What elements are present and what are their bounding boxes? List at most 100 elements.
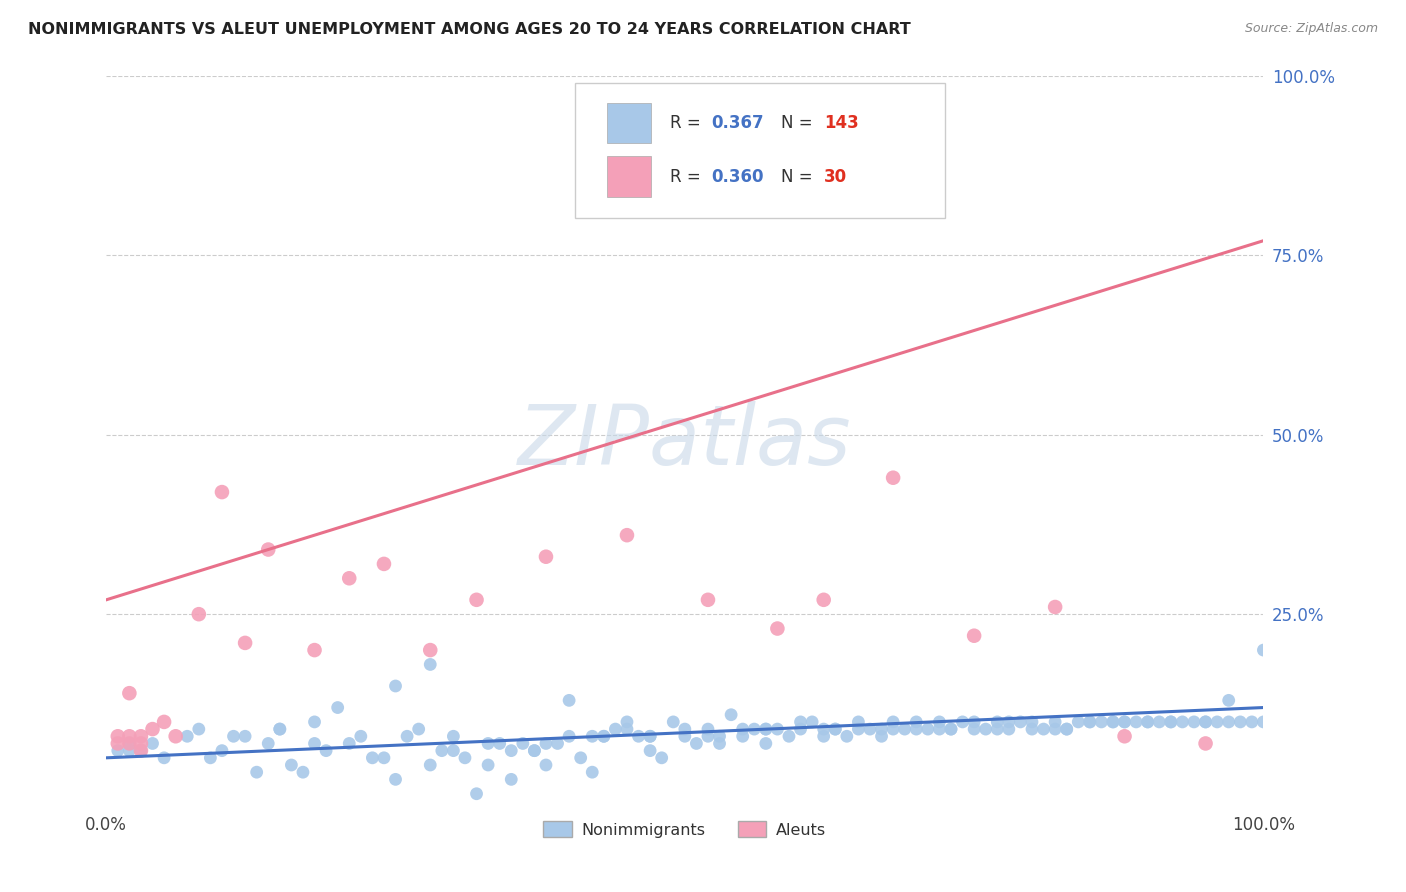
Point: [1021, 722, 1043, 736]
Point: [1078, 714, 1101, 729]
Point: [998, 722, 1021, 736]
Point: [939, 722, 962, 736]
Bar: [607, 103, 651, 144]
Point: [1160, 714, 1182, 729]
Point: [396, 729, 419, 743]
Point: [1136, 714, 1159, 729]
Text: N =: N =: [780, 168, 818, 186]
Point: [1010, 714, 1032, 729]
Point: [592, 729, 614, 743]
Point: [905, 722, 928, 736]
Point: [605, 722, 627, 736]
Point: [709, 736, 731, 750]
Point: [211, 485, 233, 500]
Point: [720, 707, 742, 722]
Point: [755, 736, 778, 750]
Point: [304, 643, 326, 657]
Point: [1240, 714, 1263, 729]
Point: [291, 765, 314, 780]
Point: [1102, 714, 1125, 729]
Point: [512, 736, 534, 750]
Point: [1218, 714, 1240, 729]
Point: [1043, 599, 1066, 614]
Point: [118, 686, 141, 700]
Point: [477, 736, 499, 750]
Point: [963, 629, 986, 643]
Point: [1056, 722, 1078, 736]
Point: [766, 622, 789, 636]
Point: [141, 736, 163, 750]
Point: [1090, 714, 1112, 729]
Point: [304, 736, 326, 750]
Text: Source: ZipAtlas.com: Source: ZipAtlas.com: [1244, 22, 1378, 36]
Point: [651, 751, 673, 765]
Point: [419, 643, 441, 657]
Point: [928, 722, 950, 736]
Point: [1102, 714, 1125, 729]
Point: [1253, 714, 1275, 729]
Point: [848, 722, 870, 736]
Point: [304, 714, 326, 729]
Point: [558, 693, 581, 707]
Point: [813, 592, 835, 607]
Point: [1114, 714, 1136, 729]
Point: [441, 744, 464, 758]
Point: [813, 722, 835, 736]
Text: N =: N =: [780, 114, 818, 132]
Point: [547, 736, 569, 750]
Bar: [607, 156, 651, 197]
Point: [1043, 714, 1066, 729]
Point: [233, 729, 256, 743]
Point: [246, 765, 269, 780]
Point: [1206, 714, 1229, 729]
Point: [269, 722, 291, 736]
Point: [337, 571, 360, 585]
Point: [187, 607, 209, 622]
Point: [824, 722, 846, 736]
Point: [501, 772, 523, 787]
Point: [454, 751, 477, 765]
Point: [1171, 714, 1194, 729]
Point: [337, 736, 360, 750]
Point: [848, 714, 870, 729]
Text: 0.367: 0.367: [711, 114, 763, 132]
Point: [118, 744, 141, 758]
Point: [1194, 714, 1216, 729]
Point: [430, 744, 453, 758]
Point: [129, 744, 152, 758]
Point: [373, 557, 395, 571]
Point: [986, 714, 1008, 729]
Point: [501, 744, 523, 758]
Point: [1114, 714, 1136, 729]
Point: [801, 714, 824, 729]
Point: [488, 736, 510, 750]
Point: [558, 729, 581, 743]
Legend: Nonimmigrants, Aleuts: Nonimmigrants, Aleuts: [537, 814, 832, 844]
Point: [233, 636, 256, 650]
Point: [789, 714, 811, 729]
Point: [1229, 714, 1251, 729]
Point: [257, 736, 280, 750]
Point: [153, 751, 176, 765]
Point: [592, 729, 614, 743]
Point: [350, 729, 373, 743]
Point: [928, 714, 950, 729]
Point: [905, 714, 928, 729]
Point: [581, 765, 603, 780]
Point: [441, 729, 464, 743]
Point: [1043, 722, 1066, 736]
Point: [165, 729, 187, 743]
Point: [107, 744, 129, 758]
Point: [1194, 714, 1216, 729]
Point: [709, 729, 731, 743]
Point: [187, 722, 209, 736]
FancyBboxPatch shape: [575, 83, 945, 219]
Point: [534, 549, 557, 564]
Point: [1218, 693, 1240, 707]
Text: 0.360: 0.360: [711, 168, 763, 186]
Point: [638, 729, 661, 743]
Point: [1056, 722, 1078, 736]
Point: [141, 722, 163, 736]
Point: [1032, 722, 1054, 736]
Point: [870, 729, 893, 743]
